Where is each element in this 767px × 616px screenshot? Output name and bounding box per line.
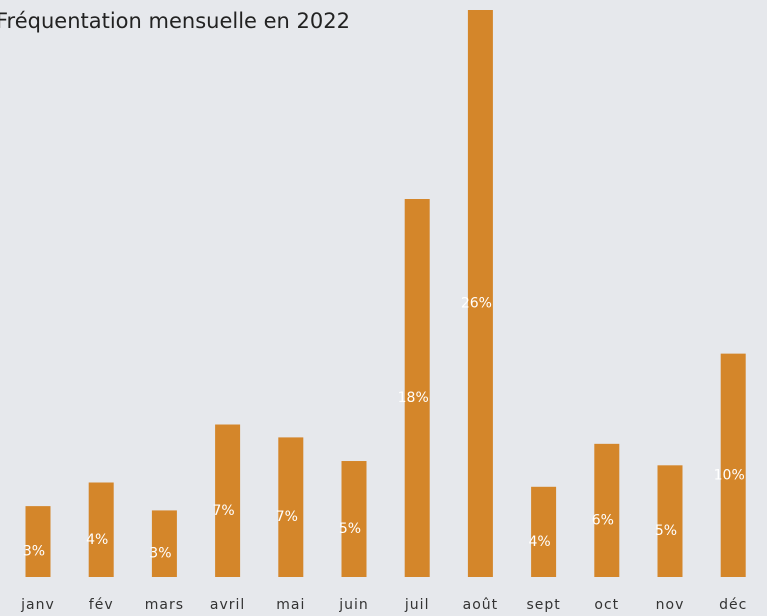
value-label: 26% (461, 296, 492, 312)
x-tick-label: déc (719, 597, 747, 613)
bar (467, 10, 493, 577)
x-tick-label: janv (20, 597, 55, 613)
x-tick-label: août (463, 597, 499, 613)
bar (531, 486, 557, 577)
value-label: 4% (528, 534, 550, 550)
bar (341, 461, 367, 577)
value-label: 18% (398, 390, 429, 406)
value-label: 6% (592, 512, 614, 528)
value-label: 7% (276, 509, 298, 525)
bar (25, 506, 51, 577)
value-label: 7% (212, 503, 234, 519)
x-tick-label: fév (89, 597, 114, 613)
bar (151, 510, 177, 577)
x-tick-label: avril (210, 597, 245, 613)
x-tick-label: mars (145, 597, 184, 613)
bar (88, 482, 114, 577)
x-tick-label: nov (656, 597, 685, 613)
value-label: 4% (86, 532, 108, 548)
value-label: 10% (714, 467, 745, 483)
value-label: 5% (655, 523, 677, 539)
value-label: 3% (149, 546, 171, 562)
bar (657, 465, 683, 577)
x-tick-label: mai (276, 597, 305, 613)
x-tick-label: juin (338, 597, 369, 613)
bar (215, 424, 241, 577)
x-tick-label: sept (526, 597, 560, 613)
x-tick-label: oct (594, 597, 619, 613)
bar (594, 443, 620, 577)
chart-title: Fréquentation mensuelle en 2022 (0, 9, 350, 33)
value-label: 3% (23, 544, 45, 560)
x-tick-label: juil (404, 597, 430, 613)
bar (278, 437, 304, 577)
bar (404, 199, 430, 577)
value-label: 5% (339, 521, 361, 537)
bar (720, 353, 746, 577)
